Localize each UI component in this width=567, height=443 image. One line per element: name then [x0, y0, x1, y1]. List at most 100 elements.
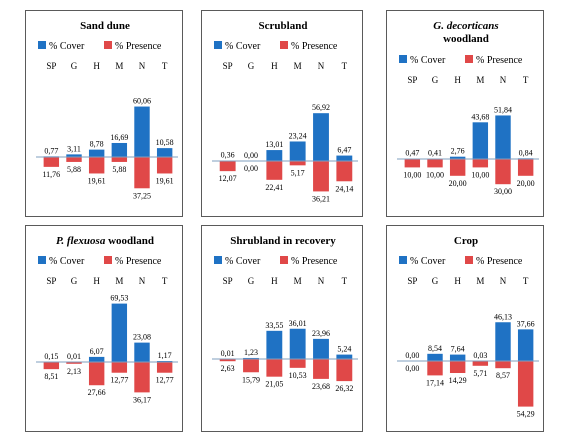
category-label: T	[342, 276, 348, 286]
legend-label-cover: % Cover	[49, 41, 85, 52]
data-label-presence: 24,14	[335, 184, 353, 193]
bar-presence	[243, 359, 259, 373]
category-label: T	[162, 61, 168, 71]
data-label-cover: 0,00	[405, 351, 419, 360]
data-label-cover: 0,36	[221, 151, 235, 160]
data-label-presence: 14,29	[449, 376, 467, 385]
chart-svg: Crop % Cover % Presence SP G H M N T 0,00 0,00 8,54…	[397, 235, 539, 419]
category-label: M	[294, 61, 302, 71]
bar-cover	[134, 342, 150, 362]
category-label: T	[162, 276, 168, 286]
data-label-cover: 1,23	[244, 348, 258, 357]
legend-label-cover: % Cover	[49, 256, 85, 267]
legend-swatch-cover	[399, 256, 407, 264]
bar-cover	[449, 354, 466, 361]
chart-title-italic: G. decorticans	[433, 20, 498, 32]
bar-presence	[517, 159, 534, 176]
data-label-cover: 23,08	[133, 333, 151, 342]
category-label: H	[271, 61, 278, 71]
bar-presence	[88, 157, 105, 174]
bar-presence	[156, 157, 173, 174]
bar-presence	[219, 161, 236, 172]
data-label-presence: 20,00	[517, 179, 535, 188]
data-label-cover: 3,11	[67, 144, 81, 153]
data-label-cover: 0,01	[67, 352, 81, 361]
legend-swatch-cover	[214, 256, 222, 264]
data-label-cover: 0,01	[221, 349, 235, 358]
category-label: SP	[223, 61, 233, 71]
chart-svg: Sand dune % Cover % Presence SP G H M N T 0,77 11,…	[36, 20, 178, 200]
bar-presence	[219, 359, 236, 362]
bar-cover	[449, 156, 466, 159]
category-label: SP	[407, 75, 417, 85]
data-label-cover: 37,66	[517, 319, 535, 328]
category-label: M	[115, 61, 123, 71]
data-label-presence: 5,88	[112, 165, 126, 174]
data-label-cover: 23,24	[289, 131, 307, 140]
data-label-cover: 13,01	[265, 140, 283, 149]
legend-label-presence: % Presence	[115, 41, 162, 52]
bar-cover	[111, 303, 128, 362]
bar-presence	[449, 159, 466, 176]
category-label: N	[318, 276, 325, 286]
legend-swatch-presence	[280, 41, 288, 49]
data-label-cover: 7,64	[451, 345, 465, 354]
data-label-presence: 30,00	[494, 187, 512, 196]
bar-presence	[336, 161, 353, 182]
bar-cover	[495, 115, 511, 159]
bar-presence	[313, 161, 329, 192]
bar-presence	[134, 157, 150, 189]
bar-cover	[289, 141, 306, 161]
bar-cover	[111, 142, 128, 157]
data-label-cover: 10,58	[156, 138, 174, 147]
data-label-presence: 21,05	[265, 380, 283, 389]
bar-cover	[156, 148, 173, 157]
chart-title-text: woodland	[443, 33, 489, 45]
bar-presence	[449, 361, 466, 374]
chart-title: Sand dune	[80, 20, 130, 32]
data-label-cover: 23,96	[312, 329, 330, 338]
data-label-cover: 6,47	[337, 146, 351, 155]
bar-presence	[266, 161, 283, 180]
legend-swatch-cover	[38, 41, 46, 49]
data-label-presence: 10,00	[403, 170, 421, 179]
category-label: G	[71, 276, 78, 286]
chart-title: Crop	[454, 235, 478, 247]
chart-svg: G. decorticans woodland % Cover % Presence S…	[397, 20, 539, 196]
data-label-presence: 10,00	[471, 170, 489, 179]
legend-swatch-cover	[399, 55, 407, 63]
category-label: N	[139, 276, 146, 286]
category-label: G	[248, 61, 255, 71]
bar-presence	[289, 359, 306, 368]
data-label-presence: 12,77	[156, 376, 174, 385]
data-label-cover: 33,55	[265, 321, 283, 330]
category-label: SP	[223, 276, 233, 286]
category-label: SP	[46, 61, 56, 71]
data-label-cover: 8,54	[428, 344, 442, 353]
data-label-presence: 27,66	[88, 388, 106, 397]
bar-presence	[111, 362, 128, 373]
data-label-presence: 0,00	[405, 364, 419, 373]
chart-title: G. decorticans woodland	[433, 20, 498, 45]
category-label: SP	[407, 276, 417, 286]
category-label: M	[294, 276, 302, 286]
data-label-presence: 2,63	[221, 364, 235, 373]
data-label-cover: 0,00	[244, 151, 258, 160]
data-label-presence: 36,17	[133, 395, 151, 404]
bar-presence	[43, 157, 60, 167]
bar-presence	[88, 362, 105, 386]
chart-title: P. flexuosa woodland	[56, 235, 154, 247]
data-label-presence: 11,76	[42, 170, 60, 179]
data-label-presence: 20,00	[449, 179, 467, 188]
bar-presence	[43, 362, 60, 370]
category-label: T	[342, 61, 348, 71]
bar-presence	[66, 362, 82, 364]
bar-presence	[404, 159, 421, 168]
bar-presence	[472, 159, 489, 168]
category-label: N	[139, 61, 146, 71]
bar-cover	[289, 328, 306, 359]
data-label-presence: 2,13	[67, 367, 81, 376]
bar-cover	[88, 149, 105, 157]
bar-cover	[266, 330, 283, 359]
bar-cover	[243, 357, 259, 359]
